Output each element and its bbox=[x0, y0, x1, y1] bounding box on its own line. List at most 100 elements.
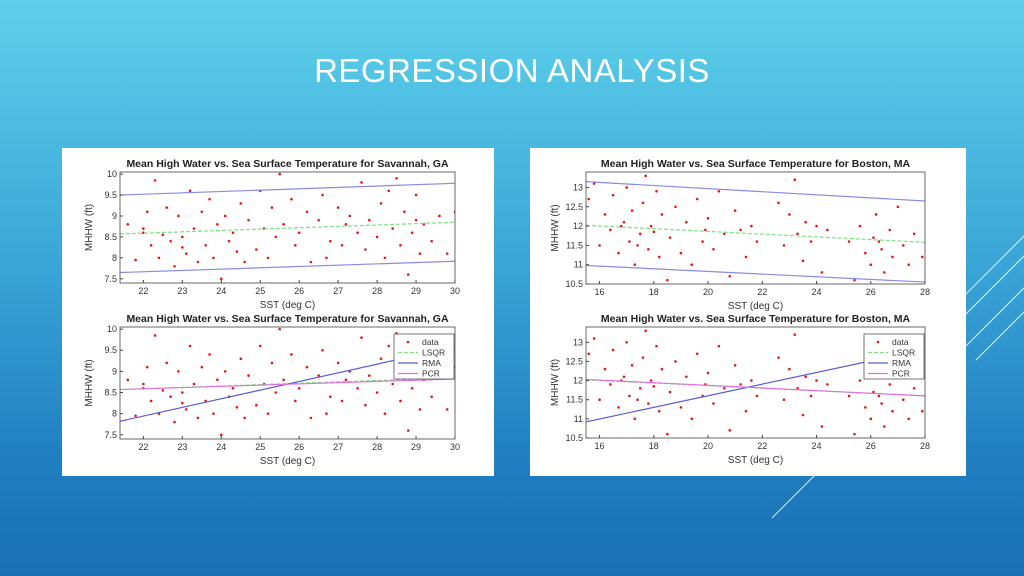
data-point bbox=[668, 236, 672, 239]
data-point bbox=[142, 382, 145, 386]
y-tick-label: 12 bbox=[573, 376, 583, 386]
axes-box bbox=[585, 171, 926, 285]
data-point bbox=[622, 220, 626, 224]
y-axis-label: MHHW (ft) bbox=[550, 204, 561, 251]
data-point bbox=[165, 206, 169, 209]
x-tick-label: 25 bbox=[255, 442, 265, 452]
data-point bbox=[820, 425, 824, 428]
y-tick-label: 7.5 bbox=[104, 430, 117, 440]
data-point bbox=[177, 214, 180, 218]
data-point bbox=[649, 224, 653, 228]
data-point bbox=[356, 386, 359, 390]
data-point bbox=[181, 235, 184, 239]
data-point bbox=[325, 412, 328, 415]
y-tick-label: 10 bbox=[107, 324, 117, 334]
x-tick-label: 24 bbox=[216, 286, 226, 296]
legend-label-pcr: PCR bbox=[892, 369, 910, 379]
data-point bbox=[184, 408, 188, 411]
data-point bbox=[858, 379, 862, 382]
legend-marker-data bbox=[406, 340, 410, 344]
y-tick-label: 12.5 bbox=[565, 356, 583, 366]
data-point bbox=[679, 406, 683, 409]
data-point bbox=[192, 382, 196, 386]
data-point bbox=[344, 223, 348, 226]
data-point bbox=[755, 394, 759, 398]
x-tick-label: 22 bbox=[138, 442, 148, 452]
data-point bbox=[625, 186, 628, 189]
data-point bbox=[169, 239, 172, 243]
lsqr-line bbox=[120, 221, 455, 235]
data-point bbox=[223, 370, 227, 373]
data-point bbox=[317, 218, 320, 222]
y-axis-label: MHHW (ft) bbox=[84, 204, 95, 251]
data-point bbox=[391, 227, 394, 230]
data-point bbox=[297, 231, 301, 235]
x-axis-label: SST (deg C) bbox=[728, 455, 783, 466]
bounds-line bbox=[586, 181, 925, 202]
data-point bbox=[305, 365, 309, 369]
data-point bbox=[679, 251, 683, 255]
data-point bbox=[883, 425, 886, 428]
data-point bbox=[134, 414, 137, 418]
y-tick-label: 13 bbox=[573, 337, 583, 347]
data-point bbox=[321, 348, 324, 352]
data-point bbox=[587, 352, 591, 356]
data-point bbox=[169, 395, 172, 399]
data-point bbox=[274, 391, 278, 394]
x-tick-label: 23 bbox=[177, 286, 187, 296]
data-point bbox=[375, 391, 379, 394]
pcr-line bbox=[586, 378, 925, 397]
x-axis-label: SST (deg C) bbox=[728, 301, 783, 312]
data-point bbox=[290, 197, 293, 201]
data-point bbox=[695, 352, 699, 356]
data-point bbox=[293, 399, 297, 403]
y-tick-label: 9 bbox=[112, 366, 117, 376]
data-point bbox=[387, 189, 391, 193]
data-point bbox=[630, 363, 634, 367]
data-point bbox=[622, 375, 626, 379]
data-point bbox=[383, 412, 387, 415]
data-point bbox=[235, 406, 239, 409]
data-point bbox=[399, 244, 402, 247]
savannah-figure-panel: Mean High Water vs. Sea Surface Temperat… bbox=[62, 148, 494, 476]
data-point bbox=[625, 341, 628, 344]
data-point bbox=[227, 239, 231, 243]
data-point bbox=[266, 256, 270, 260]
data-point bbox=[701, 240, 704, 243]
data-point bbox=[177, 370, 180, 373]
data-point bbox=[399, 399, 402, 403]
data-point bbox=[920, 409, 924, 413]
data-point bbox=[184, 252, 188, 255]
data-point bbox=[847, 394, 851, 398]
chart-title: Mean High Water vs. Sea Surface Temperat… bbox=[601, 313, 911, 325]
data-point bbox=[410, 386, 414, 390]
data-point bbox=[270, 361, 274, 365]
data-point bbox=[804, 220, 807, 224]
y-tick-label: 8 bbox=[112, 409, 117, 419]
data-point bbox=[329, 395, 332, 399]
x-tick-label: 30 bbox=[450, 442, 460, 452]
data-point bbox=[603, 213, 607, 216]
data-point bbox=[336, 361, 340, 365]
data-point bbox=[652, 385, 656, 388]
chart-title: Mean High Water vs. Sea Surface Temperat… bbox=[126, 313, 449, 325]
data-point bbox=[619, 224, 623, 228]
data-point bbox=[668, 390, 672, 394]
chart-boston-regression: Mean High Water vs. Sea Surface Temperat… bbox=[550, 313, 930, 466]
data-point bbox=[788, 213, 791, 216]
data-point bbox=[364, 403, 367, 407]
data-point bbox=[196, 416, 200, 420]
x-tick-label: 27 bbox=[333, 286, 343, 296]
data-point bbox=[383, 256, 387, 260]
data-point bbox=[309, 260, 313, 264]
bounds-line bbox=[120, 182, 455, 196]
data-point bbox=[165, 361, 169, 365]
data-point bbox=[744, 409, 748, 413]
lsqr-line bbox=[586, 224, 925, 243]
data-point bbox=[188, 344, 192, 348]
data-point bbox=[204, 244, 207, 247]
data-point bbox=[796, 232, 799, 236]
legend-box bbox=[863, 333, 925, 380]
y-tick-label: 7.5 bbox=[104, 274, 117, 284]
data-point bbox=[907, 263, 911, 266]
